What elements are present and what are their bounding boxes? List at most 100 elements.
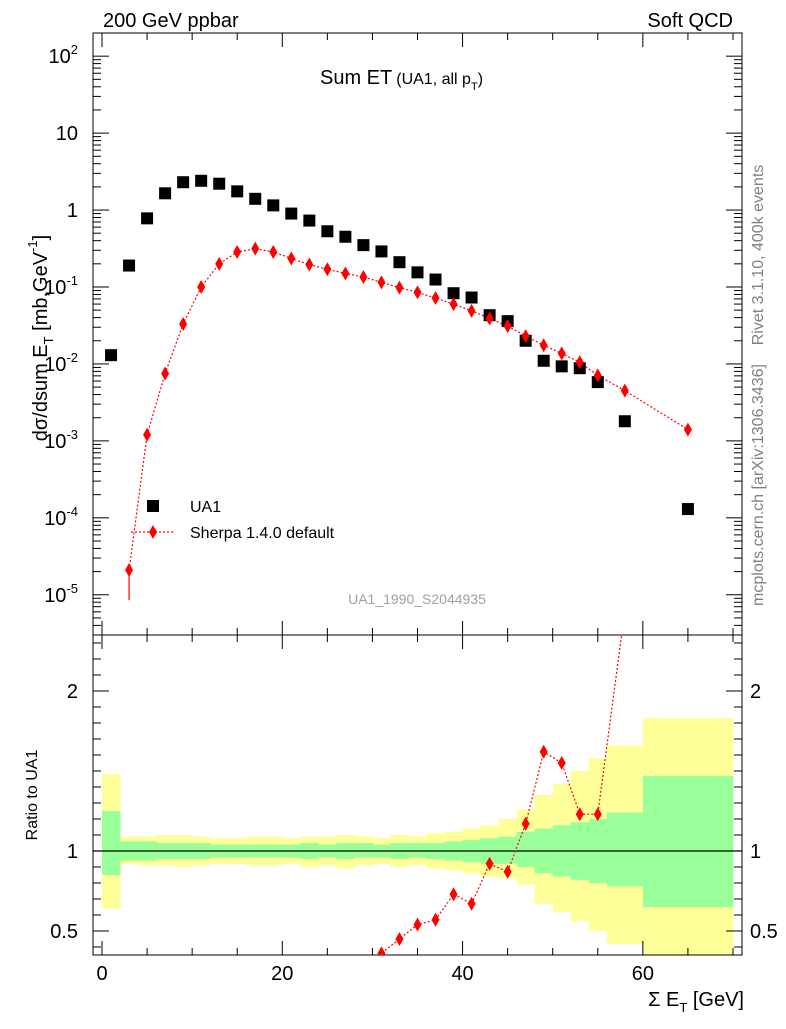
data-point [447, 287, 460, 300]
x-axis-label: Σ ET [GeV] [648, 989, 744, 1015]
ratio-band-inner [102, 811, 121, 875]
data-point [159, 187, 172, 200]
y-tick-label: 1 [67, 200, 78, 222]
mc-point [197, 279, 206, 294]
analysis-watermark: UA1_1990_S2044935 [348, 591, 486, 607]
data-point [141, 212, 154, 225]
x-tick-label: 60 [632, 963, 654, 985]
ratio-y-tick-label-right: 1 [750, 841, 761, 863]
ratio-band-inner [642, 775, 734, 907]
legend-mc-marker [149, 525, 157, 539]
axis-ticks [93, 32, 742, 955]
data-point [195, 174, 208, 187]
data-point [681, 503, 694, 516]
mc-point [521, 329, 530, 344]
data-point [429, 273, 442, 286]
data-point [339, 230, 352, 243]
x-tick-label: 20 [271, 963, 293, 985]
main-marks [105, 174, 694, 601]
mc-point [251, 241, 260, 256]
mc-point [395, 280, 404, 295]
data-point [231, 185, 244, 198]
ratio-point [539, 744, 548, 759]
mc-point [593, 368, 602, 383]
ratio-point [431, 912, 440, 927]
mc-point [503, 319, 512, 334]
ratio-point [503, 864, 512, 879]
mc-line [128, 248, 689, 571]
x-tick-label: 0 [96, 963, 107, 985]
mc-point [359, 269, 368, 284]
mc-point [305, 257, 314, 272]
mc-point [413, 285, 422, 300]
mc-point [323, 262, 332, 277]
data-point [123, 259, 136, 272]
ratio-point [377, 946, 386, 955]
ratio-y-axis-label: Ratio to UA1 [24, 750, 41, 841]
y-tick-label: 10-1 [44, 273, 78, 299]
mcplots-label: mcplots.cern.ch [arXiv:1306.3436] [750, 364, 767, 606]
mc-point [431, 290, 440, 305]
y-tick-label: 10-4 [44, 504, 78, 530]
legend-data-label: UA1 [190, 499, 221, 516]
ratio-band-inner [354, 843, 373, 858]
y-tick-label: 10 [56, 123, 78, 145]
mc-point [215, 256, 224, 271]
ratio-y-tick-label: 2 [67, 681, 78, 703]
ratio-point [467, 896, 476, 911]
header-energy: 200 GeV ppbar [103, 10, 239, 32]
ratio-point [449, 887, 458, 902]
ratio-point [485, 856, 494, 871]
data-point [393, 256, 406, 269]
ratio-point [395, 932, 404, 946]
mc-point [161, 366, 170, 381]
data-point [537, 354, 550, 367]
data-point [465, 291, 478, 304]
legend-mc-label: Sherpa 1.4.0 default [190, 525, 335, 542]
data-point [249, 192, 262, 205]
y-tick-label: 10-5 [44, 581, 78, 607]
mc-point [467, 303, 476, 318]
data-point [321, 225, 334, 238]
legend: UA1 Sherpa 1.4.0 default [131, 499, 335, 542]
ratio-y-tick-label: 0.5 [50, 921, 78, 943]
mc-point [557, 346, 566, 361]
ratio-point [413, 917, 422, 932]
main-frame [92, 32, 743, 636]
mc-point [377, 275, 386, 290]
mc-point [269, 244, 278, 259]
data-point [411, 266, 424, 279]
ratio-y-tick-label-right: 0.5 [750, 921, 778, 943]
mc-point [575, 355, 584, 370]
y-tick-label: 102 [49, 42, 78, 68]
ratio-y-tick-label: 1 [67, 841, 78, 863]
mc-point [449, 297, 458, 312]
mc-point [539, 338, 548, 353]
ratio-y-tick-label-right: 2 [750, 681, 761, 703]
axis-tick-labels: 0 20 40 60 10-5 10-4 10-3 10-2 10-1 1 10 102 0.5 0.5 1… [44, 42, 778, 985]
mc-point [125, 562, 134, 577]
rivet-label: Rivet 3.1.10, 400k events [750, 165, 767, 346]
data-point [303, 214, 316, 227]
mc-point [179, 317, 188, 332]
y-tick-label: 10-3 [44, 427, 78, 453]
ratio-bands [93, 718, 742, 955]
ratio-point [575, 807, 584, 822]
ratio-band-inner [516, 831, 536, 867]
data-point [177, 176, 190, 189]
x-tick-label: 40 [451, 963, 473, 985]
y-axis-label: dσ/dsum ET [mb,GeV-1] [25, 235, 56, 441]
ratio-point [621, 604, 629, 618]
mc-point [341, 266, 350, 281]
mc-point [287, 251, 296, 266]
ratio-band-inner [606, 812, 644, 887]
data-point [375, 245, 388, 258]
mc-point [485, 311, 494, 326]
ratio-point [359, 972, 367, 986]
mc-point [233, 244, 242, 259]
data-point [618, 415, 631, 428]
data-point [555, 360, 568, 373]
ratio-point [593, 807, 602, 822]
